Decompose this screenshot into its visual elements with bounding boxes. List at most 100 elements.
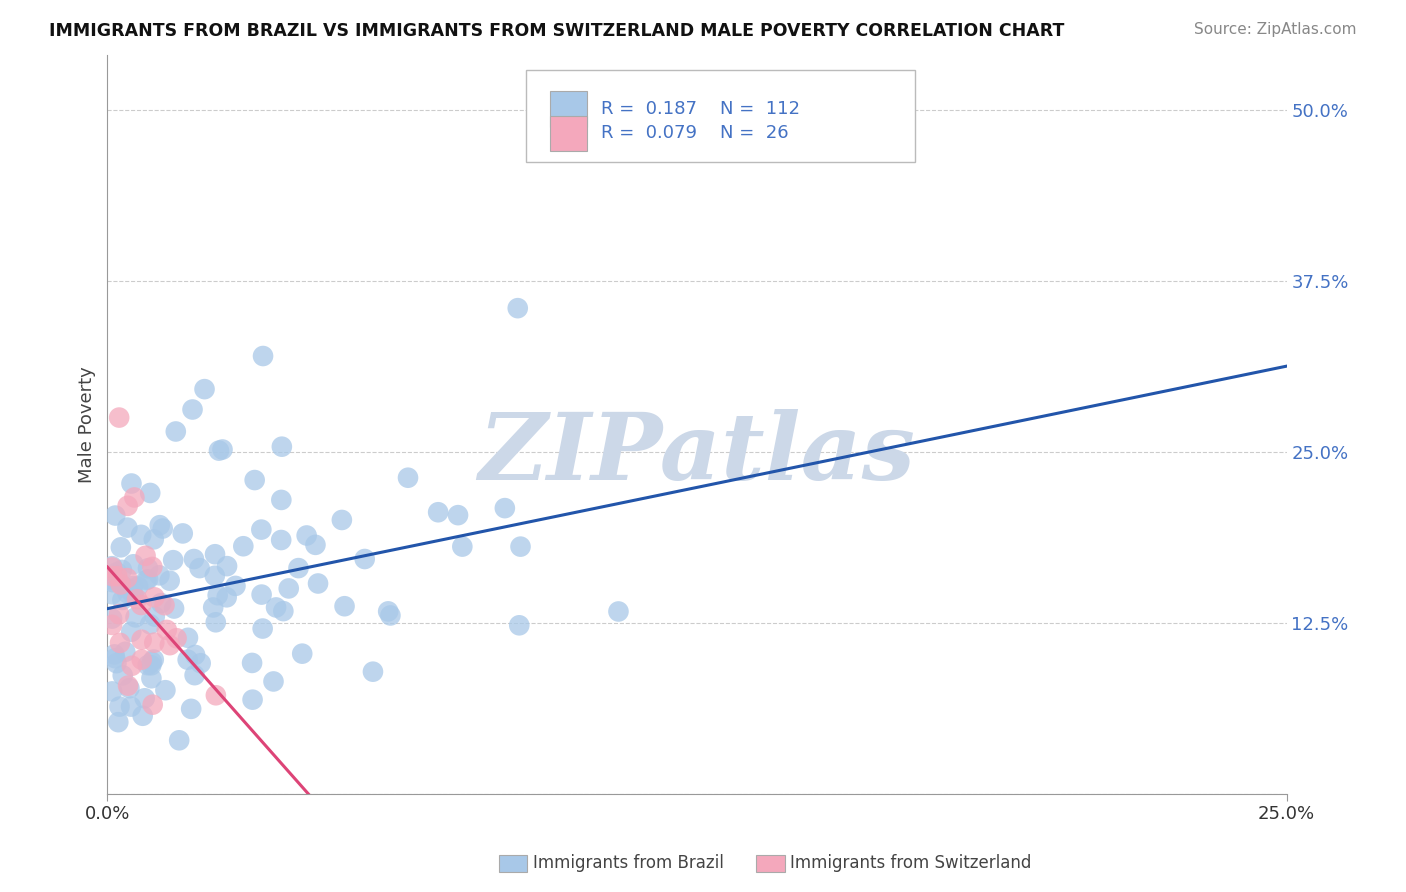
Point <box>101 611 124 625</box>
Point <box>143 635 166 649</box>
Point <box>139 486 162 500</box>
Point <box>205 688 228 702</box>
Point <box>207 588 229 602</box>
Y-axis label: Male Poverty: Male Poverty <box>79 366 96 483</box>
Point <box>181 402 204 417</box>
Point <box>167 733 190 747</box>
Point <box>165 425 187 439</box>
Point <box>136 572 159 586</box>
Point <box>183 668 205 682</box>
Point <box>103 648 125 662</box>
Point <box>127 580 149 594</box>
Point <box>135 549 157 563</box>
Point <box>104 651 127 665</box>
Point <box>101 587 124 601</box>
Text: R =  0.079    N =  26: R = 0.079 N = 26 <box>602 124 789 143</box>
Point <box>148 568 170 582</box>
Point <box>134 691 156 706</box>
Point <box>506 301 529 315</box>
Point <box>107 715 129 730</box>
Point <box>131 708 153 723</box>
Point <box>202 600 225 615</box>
Point <box>149 518 172 533</box>
Point <box>129 598 152 612</box>
Text: Immigrants from Switzerland: Immigrants from Switzerland <box>790 855 1032 872</box>
Point <box>211 442 233 457</box>
Point <box>190 657 212 671</box>
Point <box>176 653 198 667</box>
Point <box>143 609 166 624</box>
Point <box>118 681 141 696</box>
Point <box>141 560 163 574</box>
Point <box>120 624 142 639</box>
Point <box>252 622 274 636</box>
Point <box>105 569 128 583</box>
Point <box>152 522 174 536</box>
Point <box>108 636 131 650</box>
Point <box>101 559 124 574</box>
Point <box>105 656 128 670</box>
Point <box>121 476 143 491</box>
Point <box>208 443 231 458</box>
Point <box>156 623 179 637</box>
Point <box>377 604 399 618</box>
Point <box>155 683 177 698</box>
Text: Immigrants from Brazil: Immigrants from Brazil <box>533 855 724 872</box>
Point <box>242 692 264 706</box>
Point <box>451 540 474 554</box>
Point <box>177 631 200 645</box>
Point <box>117 679 139 693</box>
Point <box>193 382 215 396</box>
Point <box>142 652 165 666</box>
Point <box>447 508 470 523</box>
FancyBboxPatch shape <box>550 116 588 151</box>
FancyBboxPatch shape <box>550 91 588 127</box>
Point <box>104 508 127 523</box>
Point <box>396 471 419 485</box>
Point <box>215 559 238 574</box>
Point <box>250 588 273 602</box>
Point <box>141 671 163 685</box>
Point <box>122 579 145 593</box>
Point <box>509 540 531 554</box>
Point <box>188 561 211 575</box>
Point <box>159 574 181 588</box>
Point <box>240 656 263 670</box>
Point <box>101 569 124 583</box>
Point <box>136 561 159 575</box>
Point <box>270 440 292 454</box>
Point <box>101 573 124 587</box>
Point <box>143 591 166 605</box>
Point <box>121 658 143 673</box>
Point <box>127 592 149 607</box>
Point <box>184 648 207 662</box>
Point <box>124 491 146 505</box>
Point <box>166 631 188 645</box>
Point <box>270 533 292 547</box>
Point <box>110 577 132 591</box>
Point <box>122 558 145 572</box>
Point <box>204 547 226 561</box>
Point <box>287 561 309 575</box>
Point <box>114 645 136 659</box>
Point <box>224 579 246 593</box>
Point <box>131 653 153 667</box>
Point <box>380 608 402 623</box>
Point <box>304 538 326 552</box>
Point <box>330 513 353 527</box>
Point <box>142 533 165 547</box>
Point <box>427 505 450 519</box>
Point <box>110 541 132 555</box>
Point <box>307 576 329 591</box>
Point <box>105 573 128 587</box>
Point <box>101 684 124 698</box>
Point <box>361 665 384 679</box>
Point <box>111 593 134 607</box>
Point <box>124 610 146 624</box>
Point <box>108 607 131 622</box>
Text: ZIPatlas: ZIPatlas <box>478 409 915 499</box>
Point <box>172 526 194 541</box>
Point <box>101 560 124 574</box>
Point <box>150 596 173 610</box>
Point <box>111 563 134 577</box>
